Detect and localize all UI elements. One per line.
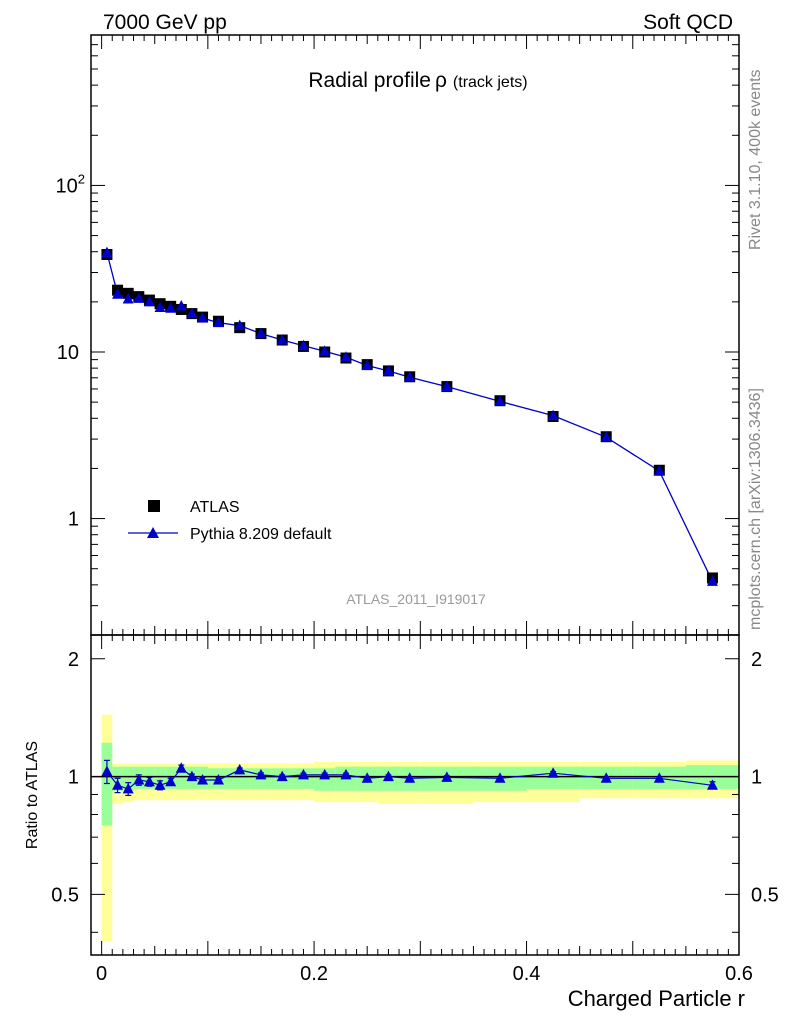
mc-point — [653, 465, 665, 476]
chart-title-main: Radial profile — [308, 69, 431, 92]
ratio-point — [340, 768, 352, 780]
x-tick-label: 0 — [96, 963, 107, 985]
mc-point — [547, 409, 559, 421]
mc-point — [255, 327, 267, 339]
ratio-panel: 0.5 0.5 1 1 2 2 0 0.2 0.4 0.6 Ratio to ATLAS Char… — [24, 634, 779, 1011]
ratio-point — [197, 773, 209, 785]
ratio-point — [112, 779, 124, 790]
y-tick-label: 102 — [56, 171, 85, 197]
ratio-point — [706, 779, 718, 790]
ratio-point — [382, 770, 394, 782]
ratio-point — [600, 772, 612, 783]
x-tick-label: 0.4 — [513, 963, 541, 985]
mc-point — [319, 345, 331, 356]
mc-point — [340, 351, 352, 362]
ratio-y-tick-label-left: 0.5 — [51, 884, 79, 906]
x-tick-label: 0.6 — [725, 963, 753, 985]
mc-point — [382, 364, 394, 376]
band-inner — [101, 742, 113, 826]
mc-point — [600, 431, 612, 442]
ratio-point — [154, 779, 166, 790]
main-ticks: 1 10 102 — [56, 34, 740, 636]
mc-point — [186, 307, 198, 319]
mc-point — [101, 246, 113, 258]
y-tick-label: 1 — [68, 509, 79, 531]
ratio-point — [319, 768, 331, 780]
band-inner — [154, 766, 166, 789]
ratio-point — [212, 773, 224, 785]
ratio-ticks: 0.5 0.5 1 1 2 2 0 0.2 0.4 0.6 — [51, 635, 779, 985]
mc-point — [276, 334, 288, 345]
ratio-point — [494, 772, 506, 783]
legend: ATLAS Pythia 8.209 default — [128, 499, 332, 543]
mc-point — [361, 359, 373, 370]
main-frame — [90, 34, 740, 636]
mc-point — [175, 299, 187, 311]
mc-point — [154, 301, 166, 312]
ratio-bands — [101, 714, 739, 942]
ratio-point — [133, 773, 145, 785]
mc-point — [212, 316, 224, 328]
mc-point — [404, 371, 416, 382]
ratio-point — [255, 768, 267, 780]
ratio-point — [653, 772, 665, 783]
ratio-point — [186, 770, 198, 782]
mc-point — [234, 319, 246, 331]
header-left: 7000 GeV pp — [103, 11, 227, 34]
y-tick-label: 10 — [57, 342, 79, 364]
mc-point — [197, 311, 209, 323]
ratio-y-tick-label-left: 1 — [68, 767, 79, 789]
ratio-point — [276, 770, 288, 782]
chart-title: Radial profile ρ (track jets) — [308, 69, 527, 92]
ratio-data-layer — [91, 759, 739, 797]
ratio-frame — [90, 634, 740, 956]
band-inner — [314, 768, 336, 791]
band-inner — [526, 766, 580, 789]
ratio-point — [404, 772, 416, 783]
ratio-point — [101, 765, 113, 777]
mc-point — [122, 293, 134, 304]
mc-point — [494, 395, 506, 406]
band-inner — [175, 766, 187, 789]
legend-label-mc: Pythia 8.209 default — [190, 526, 332, 543]
ratio-point — [234, 763, 246, 775]
mc-point — [165, 302, 177, 313]
main-panel: 1 10 102 Radial profile ρ (track jets) ATLAS… — [56, 34, 740, 636]
x-tick-label: 0.2 — [300, 963, 328, 985]
band-inner — [122, 766, 134, 791]
chart-title-symbol: ρ — [435, 69, 447, 92]
chart-title-suffix: (track jets) — [453, 74, 528, 91]
analysis-label: ATLAS_2011_I919017 — [346, 591, 486, 607]
ratio-point — [361, 772, 373, 783]
ratio-point — [297, 768, 309, 780]
legend-marker-atlas — [148, 500, 160, 512]
y-axis-label: Ratio to ATLAS — [24, 741, 41, 849]
legend-marker-mc — [147, 527, 159, 538]
mcplots-label: mcplots.cern.ch [arXiv:1306.3436] — [747, 388, 764, 630]
mc-point — [133, 292, 145, 303]
ratio-y-tick-label-right: 0.5 — [751, 884, 779, 906]
ratio-point — [165, 775, 177, 787]
rivet-label: Rivet 3.1.10, 400k events — [747, 69, 764, 250]
mc-point — [706, 575, 718, 586]
x-axis-label: Charged Particle r — [568, 986, 745, 1011]
mc-point — [112, 288, 124, 299]
band-inner — [229, 768, 251, 789]
ratio-y-tick-label-left: 2 — [68, 649, 79, 671]
mc-point — [297, 339, 309, 351]
ratio-point — [143, 775, 155, 787]
legend-label-atlas: ATLAS — [190, 499, 240, 516]
ratio-point — [547, 767, 559, 778]
band-outer — [101, 714, 113, 942]
ratio-point — [175, 762, 187, 773]
ratio-y-tick-label-right: 1 — [751, 767, 762, 789]
header-right: Soft QCD — [643, 11, 733, 34]
ratio-point — [441, 771, 453, 782]
main-data-layer — [101, 246, 718, 586]
mc-point — [143, 295, 155, 307]
ratio-y-tick-label-right: 2 — [751, 649, 762, 671]
mc-point — [441, 380, 453, 392]
ratio-point — [122, 782, 134, 794]
